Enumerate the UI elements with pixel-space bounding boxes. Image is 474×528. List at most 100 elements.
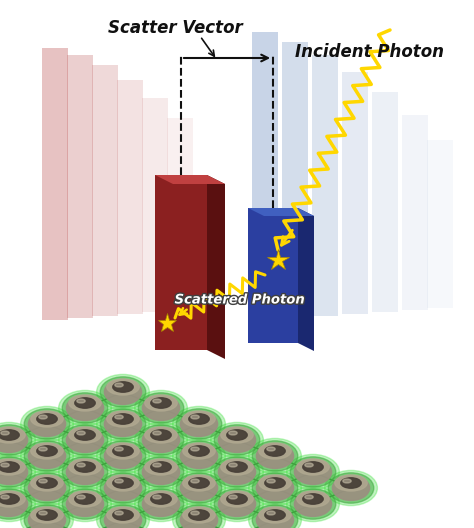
Ellipse shape [252, 505, 298, 528]
Ellipse shape [189, 478, 209, 488]
Ellipse shape [28, 476, 65, 501]
Ellipse shape [97, 374, 149, 410]
Bar [427, 140, 453, 308]
Ellipse shape [0, 422, 36, 458]
Ellipse shape [256, 507, 293, 528]
Bar [117, 80, 143, 314]
Ellipse shape [115, 415, 123, 419]
Ellipse shape [219, 459, 255, 484]
Ellipse shape [100, 473, 146, 503]
Bar [167, 118, 193, 308]
Ellipse shape [0, 462, 19, 472]
Ellipse shape [37, 446, 57, 456]
Ellipse shape [24, 505, 70, 528]
Ellipse shape [31, 411, 63, 427]
Ellipse shape [135, 390, 187, 426]
Ellipse shape [176, 441, 222, 471]
Ellipse shape [77, 399, 85, 403]
Ellipse shape [189, 414, 209, 424]
Ellipse shape [335, 475, 367, 491]
Ellipse shape [176, 505, 222, 528]
Ellipse shape [135, 486, 187, 522]
Ellipse shape [256, 476, 293, 501]
Ellipse shape [0, 457, 32, 487]
Ellipse shape [229, 431, 237, 435]
Ellipse shape [1, 463, 9, 467]
Ellipse shape [75, 430, 95, 440]
Ellipse shape [305, 463, 313, 467]
Ellipse shape [252, 473, 298, 503]
Bar [312, 55, 338, 316]
Ellipse shape [37, 414, 57, 424]
Ellipse shape [66, 428, 104, 452]
Ellipse shape [31, 507, 63, 523]
Ellipse shape [343, 479, 351, 483]
Ellipse shape [151, 462, 171, 472]
Ellipse shape [97, 470, 149, 506]
Ellipse shape [142, 492, 180, 516]
Ellipse shape [191, 415, 199, 419]
Ellipse shape [113, 510, 133, 520]
Ellipse shape [227, 462, 247, 472]
Ellipse shape [191, 447, 199, 451]
Ellipse shape [135, 422, 187, 458]
Ellipse shape [219, 428, 255, 452]
Ellipse shape [138, 489, 184, 519]
Ellipse shape [1, 431, 9, 435]
Ellipse shape [28, 507, 65, 528]
Ellipse shape [210, 486, 264, 522]
Ellipse shape [0, 492, 27, 516]
Ellipse shape [75, 494, 95, 504]
Ellipse shape [104, 507, 142, 528]
Ellipse shape [267, 511, 275, 515]
Bar [92, 65, 118, 316]
Ellipse shape [62, 489, 108, 519]
Ellipse shape [142, 428, 180, 452]
Ellipse shape [191, 511, 199, 515]
Ellipse shape [37, 510, 57, 520]
Bar [155, 175, 207, 350]
Ellipse shape [0, 455, 36, 489]
Ellipse shape [265, 446, 285, 456]
Ellipse shape [252, 441, 298, 471]
Ellipse shape [173, 438, 226, 474]
Bar [248, 208, 298, 343]
Ellipse shape [214, 457, 260, 487]
Ellipse shape [145, 395, 177, 411]
Ellipse shape [0, 427, 25, 443]
Ellipse shape [219, 492, 255, 516]
Ellipse shape [176, 409, 222, 439]
Ellipse shape [37, 478, 57, 488]
Ellipse shape [142, 395, 180, 420]
Ellipse shape [176, 473, 222, 503]
Bar [42, 48, 68, 320]
Ellipse shape [145, 427, 177, 443]
Ellipse shape [153, 399, 161, 403]
Ellipse shape [259, 507, 291, 523]
Bar [142, 98, 168, 312]
Ellipse shape [107, 379, 139, 395]
Ellipse shape [107, 507, 139, 523]
Ellipse shape [100, 377, 146, 407]
Ellipse shape [115, 383, 123, 387]
Ellipse shape [100, 409, 146, 439]
Ellipse shape [265, 478, 285, 488]
Ellipse shape [229, 495, 237, 499]
Ellipse shape [151, 494, 171, 504]
Ellipse shape [0, 489, 32, 519]
Ellipse shape [0, 494, 19, 504]
Ellipse shape [39, 415, 47, 419]
Ellipse shape [328, 473, 374, 503]
Ellipse shape [69, 427, 101, 443]
Ellipse shape [20, 470, 73, 506]
Text: Incident Photon: Incident Photon [295, 43, 445, 61]
Ellipse shape [181, 412, 218, 437]
Ellipse shape [115, 447, 123, 451]
Ellipse shape [287, 486, 339, 522]
Ellipse shape [305, 495, 313, 499]
Ellipse shape [151, 398, 171, 408]
Ellipse shape [62, 457, 108, 487]
Ellipse shape [214, 489, 260, 519]
Ellipse shape [0, 428, 27, 452]
Ellipse shape [0, 459, 25, 475]
